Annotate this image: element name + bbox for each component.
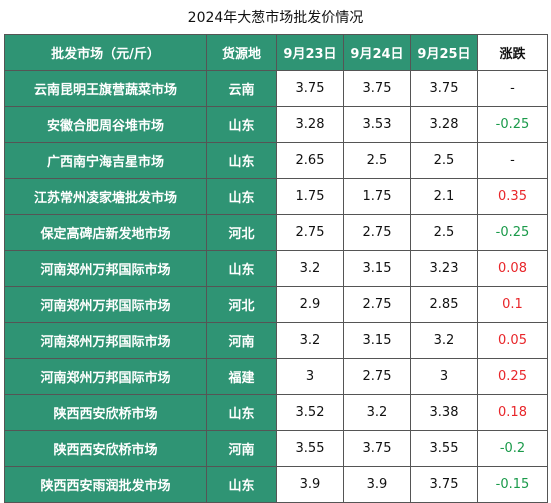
change-cell: -0.2 — [477, 430, 548, 467]
market-cell: 河南郑州万邦国际市场 — [4, 250, 207, 287]
price-d3-cell: 2.85 — [410, 286, 478, 323]
header-origin: 货源地 — [206, 34, 277, 71]
price-d2-cell: 2.5 — [343, 142, 411, 179]
market-cell: 陕西西安欣桥市场 — [4, 430, 207, 467]
header-market: 批发市场（元/斤） — [4, 34, 207, 71]
price-d3-cell: 2.5 — [410, 142, 478, 179]
table-row: 河南郑州万邦国际市场 河南 3.2 3.15 3.2 0.05 — [4, 322, 548, 359]
price-d3-cell: 3 — [410, 358, 478, 395]
change-cell: 0.05 — [477, 322, 548, 359]
price-d1-cell: 3.28 — [276, 106, 344, 143]
table-row: 河南郑州万邦国际市场 河北 2.9 2.75 2.85 0.1 — [4, 286, 548, 323]
price-d1-cell: 2.65 — [276, 142, 344, 179]
price-d1-cell: 3.75 — [276, 70, 344, 107]
header-date-1: 9月23日 — [276, 34, 344, 71]
price-d3-cell: 3.38 — [410, 394, 478, 431]
origin-cell: 河北 — [206, 286, 277, 323]
change-cell: -0.25 — [477, 106, 548, 143]
price-d1-cell: 2.9 — [276, 286, 344, 323]
origin-cell: 山东 — [206, 250, 277, 287]
price-d2-cell: 3.15 — [343, 250, 411, 287]
header-change: 涨跌 — [477, 34, 548, 71]
change-cell: 0.08 — [477, 250, 548, 287]
market-cell: 河南郑州万邦国际市场 — [4, 286, 207, 323]
price-d3-cell: 3.2 — [410, 322, 478, 359]
table-row: 陕西西安雨润批发市场 山东 3.9 3.9 3.75 -0.15 — [4, 466, 548, 503]
price-d1-cell: 3.9 — [276, 466, 344, 503]
change-cell: -0.25 — [477, 214, 548, 251]
price-d3-cell: 3.28 — [410, 106, 478, 143]
price-d3-cell: 3.75 — [410, 70, 478, 107]
price-d1-cell: 3.52 — [276, 394, 344, 431]
table-row: 陕西西安欣桥市场 河南 3.55 3.75 3.55 -0.2 — [4, 430, 548, 467]
table-row: 保定高碑店新发地市场 河北 2.75 2.75 2.5 -0.25 — [4, 214, 548, 251]
change-cell: - — [477, 142, 548, 179]
market-cell: 陕西西安雨润批发市场 — [4, 466, 207, 503]
price-d1-cell: 3.2 — [276, 250, 344, 287]
price-d1-cell: 3.55 — [276, 430, 344, 467]
origin-cell: 山东 — [206, 466, 277, 503]
header-row: 批发市场（元/斤） 货源地 9月23日 9月24日 9月25日 涨跌 — [4, 34, 548, 71]
price-d2-cell: 3.75 — [343, 70, 411, 107]
header-date-3: 9月25日 — [410, 34, 478, 71]
table-row: 安徽合肥周谷堆市场 山东 3.28 3.53 3.28 -0.25 — [4, 106, 548, 143]
origin-cell: 云南 — [206, 70, 277, 107]
change-cell: 0.25 — [477, 358, 548, 395]
price-d2-cell: 2.75 — [343, 286, 411, 323]
market-cell: 广西南宁海吉星市场 — [4, 142, 207, 179]
table-row: 河南郑州万邦国际市场 山东 3.2 3.15 3.23 0.08 — [4, 250, 548, 287]
change-cell: 0.18 — [477, 394, 548, 431]
price-d3-cell: 3.55 — [410, 430, 478, 467]
price-d2-cell: 2.75 — [343, 358, 411, 395]
change-cell: 0.1 — [477, 286, 548, 323]
price-d2-cell: 3.2 — [343, 394, 411, 431]
price-d3-cell: 2.5 — [410, 214, 478, 251]
change-cell: - — [477, 70, 548, 107]
table-row: 广西南宁海吉星市场 山东 2.65 2.5 2.5- — [4, 142, 548, 179]
origin-cell: 山东 — [206, 394, 277, 431]
change-cell: -0.15 — [477, 466, 548, 503]
market-cell: 保定高碑店新发地市场 — [4, 214, 207, 251]
change-cell: 0.35 — [477, 178, 548, 215]
table-row: 陕西西安欣桥市场 山东 3.52 3.2 3.38 0.18 — [4, 394, 548, 431]
header-date-2: 9月24日 — [343, 34, 411, 71]
price-d2-cell: 2.75 — [343, 214, 411, 251]
table-row: 云南昆明王旗营蔬菜市场 云南 3.75 3.75 3.75- — [4, 70, 548, 107]
market-cell: 云南昆明王旗营蔬菜市场 — [4, 70, 207, 107]
price-d2-cell: 3.15 — [343, 322, 411, 359]
price-d1-cell: 3.2 — [276, 322, 344, 359]
price-d1-cell: 3 — [276, 358, 344, 395]
price-d3-cell: 2.1 — [410, 178, 478, 215]
origin-cell: 山东 — [206, 106, 277, 143]
table-row: 河南郑州万邦国际市场 福建 3 2.75 3 0.25 — [4, 358, 548, 395]
origin-cell: 河南 — [206, 322, 277, 359]
market-cell: 江苏常州凌家塘批发市场 — [4, 178, 207, 215]
price-d2-cell: 1.75 — [343, 178, 411, 215]
price-d3-cell: 3.23 — [410, 250, 478, 287]
price-d1-cell: 2.75 — [276, 214, 344, 251]
price-d2-cell: 3.53 — [343, 106, 411, 143]
market-cell: 河南郑州万邦国际市场 — [4, 322, 207, 359]
price-d1-cell: 1.75 — [276, 178, 344, 215]
price-d2-cell: 3.9 — [343, 466, 411, 503]
table-row: 江苏常州凌家塘批发市场 山东 1.75 1.75 2.1 0.35 — [4, 178, 548, 215]
market-cell: 河南郑州万邦国际市场 — [4, 358, 207, 395]
origin-cell: 山东 — [206, 178, 277, 215]
origin-cell: 河南 — [206, 430, 277, 467]
origin-cell: 河北 — [206, 214, 277, 251]
market-cell: 陕西西安欣桥市场 — [4, 394, 207, 431]
price-d3-cell: 3.75 — [410, 466, 478, 503]
page-title: 2024年大葱市场批发价情况 — [187, 10, 364, 26]
market-cell: 安徽合肥周谷堆市场 — [4, 106, 207, 143]
price-d2-cell: 3.75 — [343, 430, 411, 467]
origin-cell: 福建 — [206, 358, 277, 395]
origin-cell: 山东 — [206, 142, 277, 179]
price-table: 批发市场（元/斤） 货源地 9月23日 9月24日 9月25日 涨跌 云南昆明王… — [4, 34, 548, 503]
